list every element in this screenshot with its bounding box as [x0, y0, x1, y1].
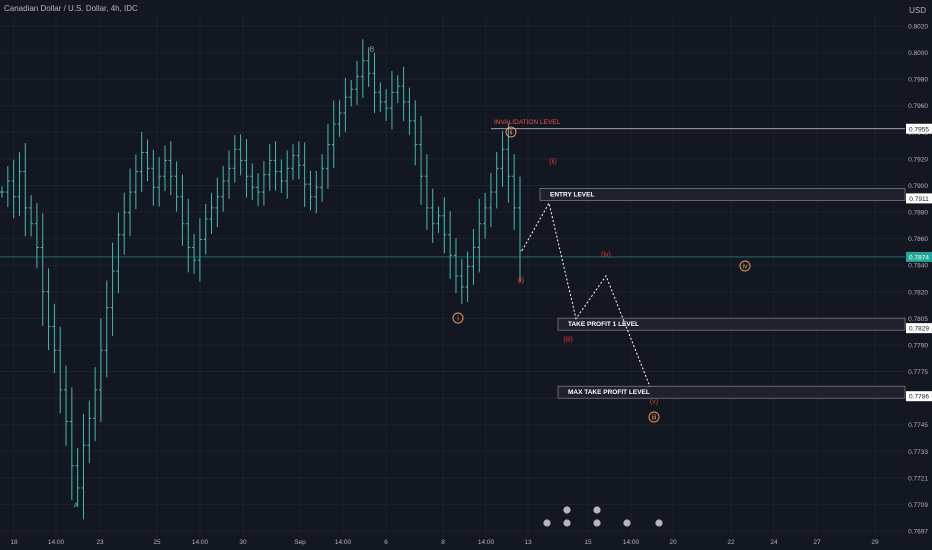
level-tag-bg	[906, 323, 932, 334]
x-tick-label: Sep	[294, 539, 306, 546]
level-tag-bg	[906, 391, 932, 402]
y-tick-label: 0.7721	[908, 475, 928, 482]
level-tag: 0.7786	[909, 394, 929, 401]
y-tick-label: 0.7840	[908, 263, 928, 270]
wave-label-i: i	[457, 316, 459, 323]
x-tick-label: 15	[584, 539, 592, 546]
grid	[0, 18, 905, 537]
y-tick-label: 0.7980	[908, 77, 928, 84]
event-marker-icon	[562, 505, 572, 515]
event-marker-icon	[542, 518, 552, 528]
wave-circle	[505, 126, 517, 138]
x-tick-label: 22	[727, 539, 735, 546]
y-tick-label: 0.7860	[908, 236, 928, 243]
level-1	[539, 188, 932, 204]
x-tick-label: 20	[669, 539, 677, 546]
y-tick-label: 0.7960	[908, 103, 928, 110]
invalidation-label: INVALIDATION LEVEL	[494, 119, 561, 126]
x-tick-label: 23	[96, 539, 104, 546]
wave-label-A: A	[74, 503, 79, 510]
y-tick-label: 0.7733	[908, 449, 928, 456]
level-label: TAKE PROFIT 1 LEVEL	[568, 321, 639, 328]
y-tick-label: 0.7805	[908, 316, 928, 323]
wave-circle	[452, 312, 464, 324]
y-tick-label: 0.7775	[908, 369, 928, 376]
wave-label-B: B	[370, 47, 375, 54]
x-tick-label: 13	[524, 539, 532, 546]
x-tick-label: 25	[153, 539, 161, 546]
x-tick-label: 14:00	[192, 539, 209, 546]
wave-circle	[739, 260, 751, 272]
y-tick-label: 0.7920	[908, 156, 928, 163]
y-tick-label: 0.7697	[908, 529, 928, 536]
wave-label-iii: iii	[652, 415, 657, 422]
level-tag-bg	[906, 193, 932, 204]
y-tick-label: 0.7709	[908, 502, 928, 509]
wave-label-(iv): (iv)	[601, 252, 611, 259]
level-box	[557, 385, 906, 399]
level-2	[557, 317, 932, 334]
wave-label-ii: ii	[509, 130, 513, 137]
x-tick-label: 14:00	[623, 539, 640, 546]
x-tick-label: 30	[239, 539, 247, 546]
current-price-tag: 0.7874	[909, 254, 929, 261]
y-tick-label: 0.8000	[908, 50, 928, 57]
currency-label: USD	[909, 6, 926, 15]
x-tick-label: 24	[770, 539, 778, 546]
price-bars	[0, 39, 522, 520]
wave-label-(ii): (ii)	[549, 159, 557, 166]
x-tick-label: 29	[871, 539, 879, 546]
wave-label-(iii): (iii)	[563, 337, 572, 344]
event-marker-icon	[562, 518, 572, 528]
x-tick-label: 27	[813, 539, 821, 546]
level-tag: 0.7955	[909, 126, 929, 133]
level-tag: 0.7829	[909, 326, 929, 333]
x-tick-label: 6	[384, 539, 388, 546]
level-box	[539, 188, 906, 201]
event-marker-icon	[622, 518, 632, 528]
level-tag-bg	[906, 123, 932, 134]
x-tick-label: 14:00	[48, 539, 65, 546]
projection-path	[521, 201, 651, 387]
wave-label-(i): (i)	[518, 278, 524, 285]
y-tick-label: 0.7745	[908, 422, 928, 429]
wave-circle	[648, 411, 660, 423]
wave-label-(v): (v)	[650, 399, 658, 406]
level-tag: 0.7911	[909, 196, 929, 203]
wave-label-iv: iv	[742, 264, 748, 271]
level-label: MAX TAKE PROFIT LEVEL	[568, 389, 650, 396]
x-tick-label: 18	[10, 539, 18, 546]
y-tick-label: 0.7820	[908, 289, 928, 296]
event-marker-icon	[654, 518, 664, 528]
event-marker-icon	[592, 505, 602, 515]
level-label: ENTRY LEVEL	[550, 191, 594, 198]
y-tick-label: 0.7900	[908, 183, 928, 190]
current-price-tag-bg	[906, 251, 932, 262]
chart-title: Canadian Dollar / U.S. Dollar, 4h, IDC	[4, 4, 138, 13]
y-tick-label: 0.7790	[908, 342, 928, 349]
y-tick-label: 0.7880	[908, 210, 928, 217]
x-tick-label: 14:00	[478, 539, 495, 546]
level-3	[557, 385, 932, 402]
level-0	[491, 123, 932, 134]
y-tick-label: 0.8020	[908, 24, 928, 31]
event-marker-icon	[592, 518, 602, 528]
x-tick-label: 8	[441, 539, 445, 546]
level-box	[557, 317, 906, 331]
x-tick-label: 14:00	[335, 539, 352, 546]
